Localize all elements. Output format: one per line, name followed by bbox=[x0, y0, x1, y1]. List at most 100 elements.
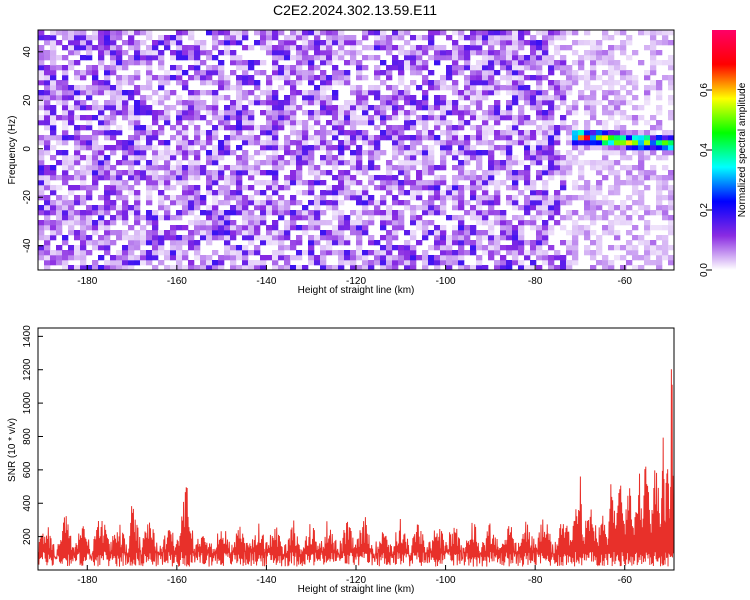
heatmap-cell bbox=[572, 255, 579, 261]
heatmap-cell bbox=[176, 160, 183, 166]
heatmap-cell bbox=[92, 115, 99, 121]
heatmap-cell bbox=[116, 230, 123, 236]
heatmap-cell bbox=[128, 80, 135, 86]
heatmap-cell bbox=[602, 255, 609, 261]
heatmap-cell bbox=[170, 65, 177, 71]
heatmap-cell bbox=[260, 110, 267, 116]
heatmap-cell bbox=[560, 155, 567, 161]
heatmap-cell bbox=[410, 210, 417, 216]
heatmap-cell bbox=[332, 70, 339, 76]
heatmap-cell bbox=[44, 215, 51, 221]
heatmap-cell bbox=[536, 265, 543, 271]
heatmap-cell bbox=[650, 45, 657, 51]
heatmap-cell bbox=[38, 220, 45, 226]
heatmap-cell bbox=[182, 195, 189, 201]
heatmap-cell bbox=[476, 205, 483, 211]
heatmap-x-ticks: -180 -160 -140 -120 -100 -80 -60 bbox=[77, 265, 632, 287]
heatmap-cell bbox=[548, 140, 555, 146]
heatmap-cell bbox=[182, 110, 189, 116]
heatmap-cell bbox=[572, 250, 579, 256]
heatmap-cell bbox=[296, 55, 303, 61]
heatmap-cell bbox=[326, 220, 333, 226]
heatmap-cell bbox=[494, 240, 501, 246]
heatmap-cell bbox=[380, 255, 387, 261]
heatmap-cell bbox=[536, 95, 543, 101]
heatmap-cell bbox=[134, 240, 141, 246]
heatmap-cell bbox=[62, 165, 69, 171]
heatmap-cell bbox=[254, 160, 261, 166]
heatmap-cell bbox=[614, 45, 621, 51]
heatmap-cell bbox=[308, 210, 315, 216]
heatmap-cell bbox=[86, 205, 93, 211]
heatmap-cell bbox=[188, 35, 195, 41]
snr-y-tick-label: 1200 bbox=[22, 358, 33, 381]
heatmap-cell bbox=[326, 230, 333, 236]
heatmap-cell bbox=[356, 90, 363, 96]
heatmap-cell bbox=[572, 100, 579, 106]
heatmap-cell bbox=[656, 265, 663, 271]
heatmap-cell bbox=[458, 185, 465, 191]
heatmap-cell bbox=[542, 250, 549, 256]
heatmap-cell bbox=[392, 95, 399, 101]
snr-y-tick-label: 200 bbox=[22, 528, 33, 545]
heatmap-cell bbox=[326, 110, 333, 116]
heatmap-cell bbox=[452, 190, 459, 196]
heatmap-cell bbox=[278, 100, 285, 106]
heatmap-cell bbox=[56, 200, 63, 206]
heatmap-x-tick-label: -120 bbox=[346, 276, 366, 287]
heatmap-cell bbox=[122, 65, 129, 71]
heatmap-cell bbox=[602, 130, 609, 136]
heatmap-cell bbox=[572, 260, 579, 266]
heatmap-cell bbox=[212, 55, 219, 61]
heatmap-cell bbox=[278, 215, 285, 221]
heatmap-cell bbox=[626, 75, 633, 81]
heatmap-cell bbox=[434, 225, 441, 231]
heatmap-cell bbox=[260, 150, 267, 156]
heatmap-cell bbox=[296, 250, 303, 256]
heatmap-cell bbox=[110, 50, 117, 56]
heatmap-cell bbox=[146, 55, 153, 61]
heatmap-cell bbox=[548, 145, 555, 151]
heatmap-cell bbox=[68, 85, 75, 91]
heatmap-cell bbox=[596, 50, 603, 56]
heatmap-cell bbox=[122, 30, 129, 36]
heatmap-cell bbox=[56, 55, 63, 61]
heatmap-cell bbox=[218, 220, 225, 226]
heatmap-cell bbox=[188, 105, 195, 111]
heatmap-cell bbox=[398, 50, 405, 56]
heatmap-cell bbox=[116, 55, 123, 61]
heatmap-cell bbox=[290, 40, 297, 46]
heatmap-cell bbox=[344, 170, 351, 176]
heatmap-y-axis-label: Frequency (Hz) bbox=[7, 116, 18, 185]
heatmap-cell bbox=[110, 130, 117, 136]
heatmap-cell bbox=[272, 45, 279, 51]
heatmap-cell bbox=[128, 135, 135, 141]
heatmap-cell bbox=[272, 50, 279, 56]
heatmap-cell bbox=[344, 175, 351, 181]
heatmap-cell bbox=[554, 65, 561, 71]
heatmap-cell bbox=[176, 150, 183, 156]
heatmap-cell bbox=[542, 40, 549, 46]
heatmap-cell bbox=[614, 135, 621, 141]
heatmap-cell bbox=[146, 160, 153, 166]
heatmap-cell bbox=[374, 140, 381, 146]
heatmap-cell bbox=[50, 125, 57, 131]
heatmap-cell bbox=[56, 225, 63, 231]
heatmap-cell bbox=[392, 55, 399, 61]
heatmap-cell bbox=[656, 125, 663, 131]
heatmap-cell bbox=[80, 260, 87, 266]
heatmap-cell bbox=[524, 180, 531, 186]
heatmap-x-tick-label: -100 bbox=[436, 276, 456, 287]
heatmap-cell bbox=[572, 140, 579, 146]
heatmap-cell bbox=[338, 150, 345, 156]
heatmap-cell bbox=[422, 160, 429, 166]
heatmap-cell bbox=[356, 235, 363, 241]
heatmap-cell bbox=[212, 125, 219, 131]
heatmap-cell bbox=[182, 135, 189, 141]
heatmap-cell bbox=[194, 250, 201, 256]
heatmap-cell bbox=[500, 220, 507, 226]
heatmap-cell bbox=[524, 170, 531, 176]
heatmap-cell bbox=[392, 200, 399, 206]
heatmap-cell bbox=[62, 35, 69, 41]
heatmap-cell bbox=[626, 70, 633, 76]
